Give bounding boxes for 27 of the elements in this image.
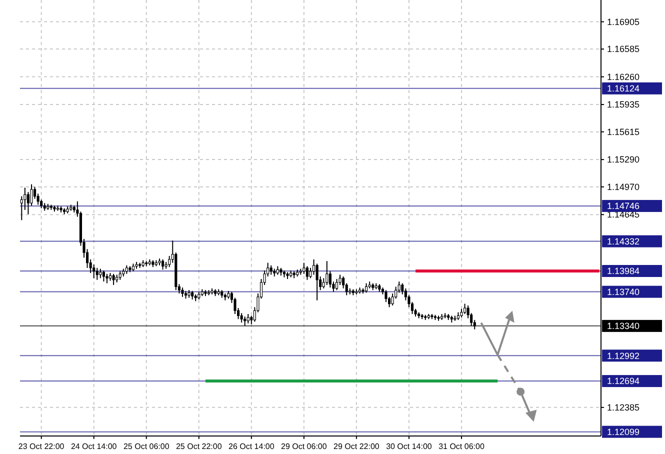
- x-tick-label: 24 Oct 14:00: [70, 442, 118, 451]
- y-tick-label: 1.15290: [607, 154, 640, 165]
- y-tick-label: 1.14645: [607, 210, 640, 220]
- ref-line-label: 1.12694: [607, 376, 640, 386]
- x-tick-label: 30 Oct 14:00: [386, 442, 432, 451]
- y-tick-label: 1.16905: [607, 16, 640, 27]
- x-tick-label: 29 Oct 22:00: [334, 442, 380, 451]
- x-tick-label: 23 Oct 22:00: [18, 442, 65, 451]
- y-tick-label: 1.14970: [607, 182, 640, 192]
- ref-line-label: 1.14746: [607, 201, 640, 212]
- ref-line-label: 1.12992: [607, 350, 640, 361]
- ref-line-label: 1.13984: [607, 266, 640, 276]
- ref-line-label: 1.12099: [607, 426, 640, 437]
- ref-line-label: 1.13340: [607, 321, 640, 332]
- x-tick-label: 25 Oct 22:00: [176, 442, 222, 451]
- x-tick-label: 31 Oct 06:00: [438, 442, 485, 451]
- ref-line-label: 1.14332: [607, 236, 640, 246]
- y-tick-label: 1.16585: [607, 44, 640, 54]
- x-tick-label: 29 Oct 06:00: [281, 442, 328, 451]
- x-tick-label: 25 Oct 06:00: [123, 442, 170, 451]
- y-tick-label: 1.16260: [607, 72, 640, 82]
- ref-line-label: 1.13740: [607, 286, 640, 297]
- y-tick-label: 1.15615: [607, 126, 640, 137]
- y-tick-label: 1.12385: [607, 402, 640, 413]
- x-tick-label: 26 Oct 14:00: [228, 442, 275, 451]
- y-tick-label: 1.15935: [607, 100, 640, 110]
- ref-line-label: 1.16124: [607, 84, 640, 94]
